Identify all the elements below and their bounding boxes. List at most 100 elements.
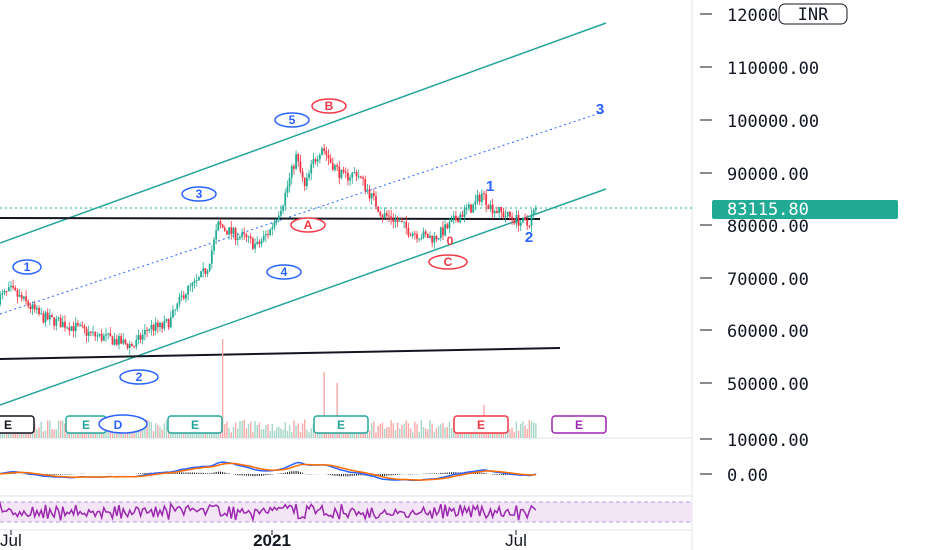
volume-bar xyxy=(299,432,302,438)
wave-label-plain-3[interactable]: 3 xyxy=(596,101,604,118)
candle-body xyxy=(355,171,358,177)
candle-body xyxy=(463,208,466,217)
candle-body xyxy=(245,234,248,238)
wave-label-1[interactable]: 1 xyxy=(12,259,42,275)
earnings-marker[interactable]: E xyxy=(453,415,509,434)
wave-label-plain-2[interactable]: 2 xyxy=(525,229,533,246)
candle-body xyxy=(141,334,144,340)
candle-body xyxy=(161,323,164,329)
svg-text:4: 4 xyxy=(281,265,288,279)
candle-body xyxy=(260,240,263,244)
candle-body xyxy=(524,217,526,220)
candle-body xyxy=(163,320,166,329)
candle-body xyxy=(89,331,92,333)
candle-body xyxy=(528,225,531,227)
candle-body xyxy=(29,306,32,310)
candle-body xyxy=(396,218,399,222)
wave-label-2[interactable]: 2 xyxy=(119,369,159,385)
candle-body xyxy=(392,219,395,222)
volume-bar xyxy=(269,430,271,438)
channel-lower-line[interactable] xyxy=(0,188,607,406)
candle-body xyxy=(105,334,107,336)
candle-body xyxy=(498,206,501,213)
volume-bar xyxy=(448,421,451,438)
candle-body xyxy=(232,228,235,235)
candle-body xyxy=(476,194,479,202)
candle-body xyxy=(204,268,207,274)
candle-body xyxy=(530,214,533,226)
candle-body xyxy=(133,346,135,348)
time-tick-label: 2021 xyxy=(253,531,291,550)
candle-body xyxy=(515,214,518,224)
candle-body xyxy=(344,172,347,173)
volume-bar xyxy=(524,425,526,438)
channel-median-line[interactable] xyxy=(0,110,607,315)
candle-body xyxy=(504,216,507,218)
volume-bar xyxy=(433,431,436,438)
price-tick-label: 50000.00 xyxy=(727,375,809,395)
wave-label-5[interactable]: 5 xyxy=(274,112,310,128)
candle-body xyxy=(532,209,535,215)
candle-body xyxy=(66,327,69,329)
candle-body xyxy=(0,294,2,305)
wave-label-4[interactable]: 4 xyxy=(266,264,302,280)
wave-label-a[interactable]: A xyxy=(290,217,326,233)
candle-body xyxy=(61,321,64,328)
time-axis[interactable]: Jul 2021 Jul xyxy=(0,530,527,550)
volume-bar xyxy=(159,426,161,438)
price-axis[interactable]: 120000.00 110000.00 100000.00 90000.00 8… xyxy=(727,6,819,486)
candle-body xyxy=(191,282,194,286)
candle-body xyxy=(496,211,498,213)
candle-body xyxy=(53,317,56,326)
wave-label-3[interactable]: 3 xyxy=(181,186,217,202)
candle-body xyxy=(87,331,90,336)
volume-bar xyxy=(291,432,293,438)
candle-body xyxy=(310,164,313,174)
earnings-marker[interactable]: E xyxy=(551,415,607,434)
earnings-marker[interactable]: E xyxy=(313,415,369,434)
wave-label-c[interactable]: C xyxy=(428,254,468,270)
candle-body xyxy=(509,211,511,217)
volume-bar xyxy=(57,420,60,438)
volume-bar xyxy=(396,422,399,438)
volume-bar xyxy=(310,428,312,438)
candle-body xyxy=(187,286,189,295)
currency-badge[interactable]: INR xyxy=(778,3,848,25)
volume-bar xyxy=(92,430,94,438)
volume-bar xyxy=(239,420,241,438)
candle-body xyxy=(118,336,120,345)
candle-body xyxy=(167,319,170,328)
wave-label-plain-1[interactable]: 1 xyxy=(486,178,494,195)
volume-bar xyxy=(157,425,159,438)
candle-body xyxy=(180,295,183,297)
volume-bar xyxy=(187,431,189,438)
volume-bar xyxy=(336,383,338,438)
macd-signal-line xyxy=(0,462,536,481)
channel-upper-line[interactable] xyxy=(0,22,607,244)
earnings-marker[interactable]: E xyxy=(167,415,223,434)
candle-body xyxy=(491,204,494,214)
price-tick-label: 90000.00 xyxy=(727,165,809,185)
candle-body xyxy=(297,154,300,162)
volume-bar xyxy=(468,432,470,438)
candle-body xyxy=(70,326,73,331)
dividend-marker[interactable]: D xyxy=(98,414,148,434)
candle-body xyxy=(124,339,127,344)
earnings-marker[interactable]: E xyxy=(0,415,35,434)
svg-text:E: E xyxy=(191,418,199,432)
wave-label-small-0[interactable]: 0 xyxy=(447,234,454,248)
candle-body xyxy=(31,304,34,310)
candle-body xyxy=(500,206,503,213)
candle-body xyxy=(210,250,213,264)
volume-bar xyxy=(403,423,405,438)
volume-bar xyxy=(427,429,429,438)
candle-body xyxy=(334,165,336,171)
candle-body xyxy=(107,333,110,335)
support-line[interactable] xyxy=(0,347,561,360)
candle-body xyxy=(273,221,276,228)
wave-label-b[interactable]: B xyxy=(311,98,347,114)
volume-bar xyxy=(340,431,343,438)
resistance-line[interactable] xyxy=(0,217,541,220)
volume-bar xyxy=(262,429,265,438)
